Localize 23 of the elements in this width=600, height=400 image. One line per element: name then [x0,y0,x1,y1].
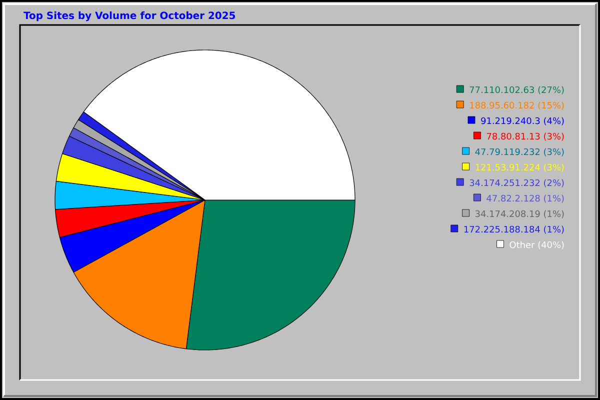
legend-label: Other [510,241,535,248]
legend-label: 34.174.251.232 [470,179,540,186]
data-label: (2%) [544,179,564,188]
legend-label: 47.82.2.128 [486,194,540,202]
data-label: (15%) [538,102,564,110]
data-label: (3%) [544,164,564,172]
data-label: (1%) [544,226,564,234]
legend-label: 78.80.81.13 [486,132,540,140]
legend-label: 77.110.102.63 [470,86,534,94]
data-label: (1%) [544,194,564,203]
legend-label: 34.174.208.19 [476,210,540,218]
chart-title: Top Sites by Volume for October 2025 [24,11,236,22]
legend-label: 91.219.240.3 [481,117,540,124]
legend-label: 188.95.60.182 [470,102,534,109]
data-label: (3%) [544,148,564,156]
legend-label: 172.225.188.184 [464,226,540,233]
data-label: (27%) [538,86,564,94]
data-label: (40%) [538,241,564,250]
legend-label: 121.53.91.224 [476,164,540,171]
data-label: (3%) [544,132,564,141]
data-label: (1%) [544,210,564,218]
data-label: (4%) [544,117,564,126]
legend-label: 47.79.119.232 [475,148,540,156]
